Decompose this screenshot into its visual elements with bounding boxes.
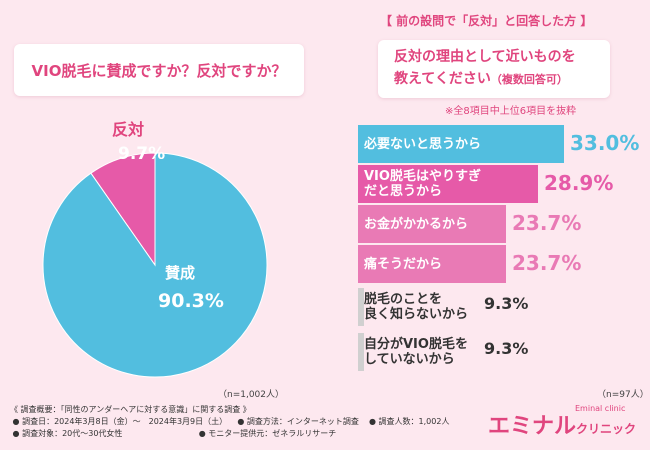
bar-value-4: 9.3% xyxy=(484,294,529,313)
bar-value-5: 9.3% xyxy=(484,339,529,358)
pie-slice-agree xyxy=(42,152,268,378)
bar-label-text-5: 自分がVIO脱毛を していないから xyxy=(364,337,468,367)
top-note: ※全8項目中上位6項目を抜粋 xyxy=(445,106,577,117)
pie-value-oppose: 9.7% xyxy=(118,144,166,164)
pie-label-oppose: 反対 xyxy=(112,120,145,139)
bar-5 xyxy=(358,333,364,371)
pie-label-agree: 賛成 xyxy=(165,264,196,282)
right-question-box: 反対の理由として近いものを 教えてください（複数回答可） xyxy=(378,40,610,98)
pie-value-agree: 90.3% xyxy=(158,290,224,312)
right-sample-size: （n=97人） xyxy=(597,390,649,400)
pie-svg xyxy=(42,152,268,378)
bar-label-1: VIO脱毛はやりすぎ だと思うから xyxy=(358,165,481,203)
bar-1 xyxy=(358,165,538,203)
bar-label-2: お金がかかるから xyxy=(358,205,468,243)
bar-label-0: 必要ないと思うから xyxy=(358,125,481,163)
bar-label-text-4: 脱毛のことを 良く知らないから xyxy=(364,292,469,322)
brand-small-text: Eminal clinic xyxy=(575,404,626,413)
bar-label-5: 自分がVIO脱毛を していないから xyxy=(358,333,468,371)
bar-label-text-3: 痛そうだから xyxy=(364,256,443,272)
brand-logo: エミナルクリニック xyxy=(488,414,637,439)
bar-label-text-1: VIO脱毛はやりすぎ だと思うから xyxy=(364,169,481,199)
bar-0 xyxy=(358,125,564,163)
bar-value-1: 28.9% xyxy=(544,171,614,195)
footer-line2: ● 調査日：2024年3月8日（金）～ 2024年3月9日（土） ● 調査方法：… xyxy=(12,417,450,426)
bar-value-2: 23.7% xyxy=(512,211,582,235)
right-question-line1: 反対の理由として近いものを xyxy=(394,49,576,65)
left-question-box: VIO脱毛に賛成ですか？反対ですか？ xyxy=(14,44,304,96)
bar-value-3: 23.7% xyxy=(512,251,582,275)
survey-footer: 《 調査概要：「同性のアンダーヘアに対する意識」に関する調査 》 ● 調査日：2… xyxy=(10,404,449,440)
bar-2 xyxy=(358,205,506,243)
left-sample-size: （n=1,002人） xyxy=(218,390,285,400)
right-question-sub: （複数回答可） xyxy=(490,73,568,86)
bar-label-4: 脱毛のことを 良く知らないから xyxy=(358,288,468,326)
footer-line1: 《 調査概要：「同性のアンダーヘアに対する意識」に関する調査 》 xyxy=(10,405,251,414)
bar-value-0: 33.0% xyxy=(570,131,640,155)
bar-label-3: 痛そうだから xyxy=(358,245,442,283)
left-question: VIO脱毛に賛成ですか？反対ですか？ xyxy=(31,61,287,80)
footer-line3: ● 調査対象：20代～30代女性 ● モニター提供元：ゼネラルリサーチ xyxy=(12,429,337,438)
right-question-line2: 教えてください（複数回答可） xyxy=(394,71,568,87)
right-header: 【 前の設問で「反対」と回答した方 】 xyxy=(380,14,593,28)
bar-label-text-0: 必要ないと思うから xyxy=(364,136,482,152)
bar-3 xyxy=(358,245,506,283)
pie-chart xyxy=(40,150,270,380)
bar-label-text-2: お金がかかるから xyxy=(364,216,469,232)
bar-4 xyxy=(358,288,364,326)
